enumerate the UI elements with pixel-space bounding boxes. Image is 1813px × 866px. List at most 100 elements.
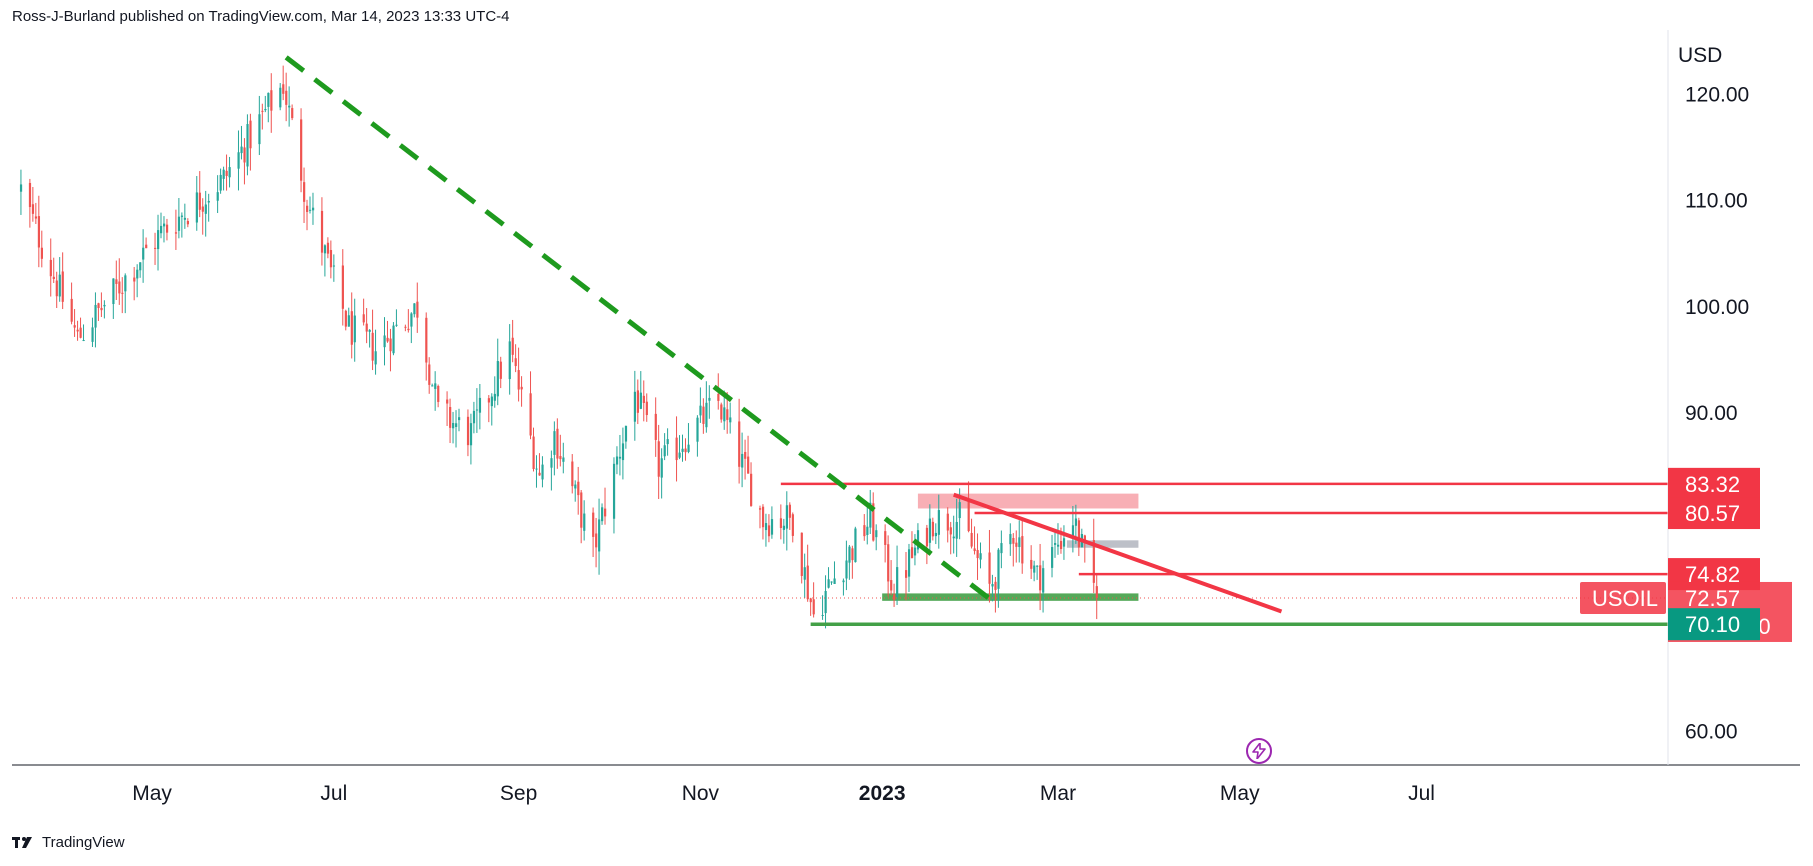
candle-body — [934, 532, 937, 537]
candle-body — [624, 425, 628, 442]
candle-body — [70, 298, 73, 322]
candle-body — [639, 392, 642, 409]
candle-body — [198, 192, 201, 210]
candle-body — [654, 413, 657, 440]
candle-body — [726, 409, 729, 420]
candle-body — [374, 351, 377, 365]
candle-body — [326, 242, 330, 254]
candle-body — [612, 463, 616, 519]
footer-brand[interactable]: TradingView — [42, 834, 125, 851]
candle-body — [490, 396, 493, 407]
price-tag-green — [1668, 608, 1760, 641]
candle-body — [28, 182, 32, 208]
x-tick-label: 2023 — [859, 782, 906, 805]
candle-body — [19, 184, 23, 192]
candle-body — [1012, 537, 1015, 544]
candle-body — [702, 406, 705, 424]
candle-body — [94, 304, 97, 328]
candle-body — [636, 390, 639, 413]
candle-body — [311, 207, 315, 211]
zone-green[interactable] — [882, 593, 1139, 601]
candle-body — [100, 307, 103, 311]
candle-body — [508, 341, 511, 380]
candle-body — [845, 560, 848, 579]
candle-body — [285, 90, 288, 105]
candle-body — [240, 146, 243, 154]
candle-body — [618, 456, 622, 459]
candle-body — [207, 200, 210, 203]
candle-body — [350, 311, 353, 345]
candle-body — [604, 508, 607, 517]
candle-body — [58, 274, 61, 297]
candle-body — [991, 584, 994, 587]
candle-body — [863, 525, 866, 537]
candle-body — [154, 247, 157, 249]
candle-body — [529, 393, 532, 436]
candle-body — [225, 170, 228, 176]
candle-body — [1018, 537, 1021, 548]
candle-body — [341, 265, 344, 309]
candle-body — [34, 216, 38, 219]
candle-body — [812, 599, 815, 615]
x-tick-label: May — [1220, 782, 1260, 805]
zone-red[interactable] — [917, 493, 1139, 509]
candle-body — [145, 244, 148, 249]
candle-body — [595, 533, 598, 548]
candle-body — [61, 271, 64, 302]
candle-body — [362, 314, 365, 323]
candle-body — [136, 269, 139, 279]
candle-body — [1054, 543, 1057, 545]
candle-body — [329, 250, 333, 268]
candle-body — [806, 565, 809, 600]
candle-body — [320, 210, 324, 253]
candle-body — [133, 277, 136, 282]
candle-body — [431, 385, 434, 387]
tradingview-logo-icon — [12, 836, 32, 848]
trendline-dashed[interactable] — [284, 55, 991, 601]
candle-body — [246, 124, 249, 167]
candle-body — [446, 399, 449, 404]
candle-body — [738, 421, 741, 467]
candle-body — [750, 473, 753, 506]
candle-body — [976, 550, 979, 559]
candle-body — [344, 310, 347, 327]
zone-grey[interactable] — [1066, 540, 1139, 548]
candle-body — [842, 580, 845, 583]
publisher-header: Ross-J-Burland published on TradingView.… — [12, 8, 510, 25]
candle-body — [1092, 540, 1095, 583]
candle-body — [642, 395, 645, 404]
candle-body — [782, 525, 786, 530]
candle-body — [574, 484, 577, 489]
candle-body — [180, 215, 184, 217]
candle-body — [309, 209, 312, 211]
x-tick-label: Jul — [1408, 782, 1435, 805]
candle-body — [267, 92, 270, 107]
x-tick-label: Sep — [500, 782, 537, 805]
candle-body — [195, 192, 198, 223]
candle-body — [973, 548, 976, 552]
x-tick-label: Mar — [1040, 782, 1076, 805]
candle-body — [887, 544, 890, 582]
y-tick-label: 120.00 — [1685, 84, 1749, 107]
trendline-solid[interactable] — [953, 492, 1283, 614]
x-tick-label: Nov — [682, 782, 720, 805]
candle-body — [222, 169, 225, 179]
candle-body — [103, 304, 106, 307]
lightning-icon[interactable] — [1246, 738, 1272, 764]
candle-body — [475, 409, 479, 411]
candle-body — [347, 315, 350, 327]
candle-body — [770, 519, 774, 535]
candle-body — [577, 481, 580, 496]
candle-body — [469, 423, 473, 446]
candle-body — [270, 90, 273, 111]
candle-body — [916, 530, 920, 550]
candle-body — [160, 225, 163, 234]
candle-body — [949, 527, 952, 535]
candle-body — [458, 417, 461, 421]
candle-body — [833, 578, 836, 584]
candle-body — [717, 393, 720, 401]
price-tag-text: 83.32 — [1685, 472, 1740, 497]
candle-body — [559, 456, 562, 460]
candle-body — [258, 114, 261, 145]
